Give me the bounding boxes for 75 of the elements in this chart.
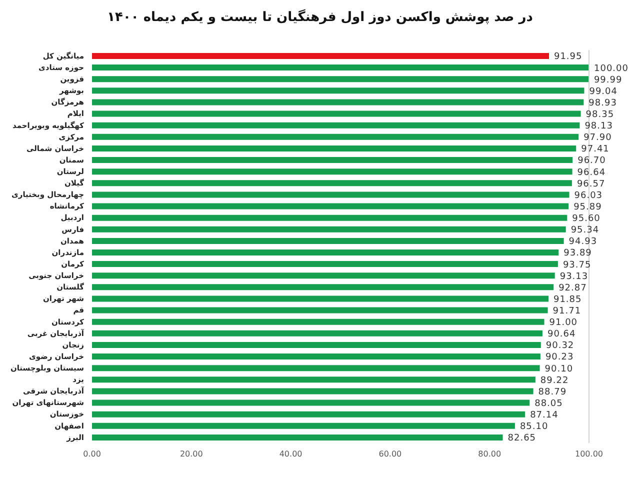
bar xyxy=(92,296,548,302)
bar xyxy=(92,64,589,71)
bar xyxy=(92,318,544,325)
data-label: 95.89 xyxy=(574,202,602,212)
data-label: 91.00 xyxy=(549,318,578,328)
data-label: 91.95 xyxy=(554,52,582,62)
bar xyxy=(92,400,530,406)
data-label: 90.10 xyxy=(544,364,574,374)
x-tick-label: 20.00 xyxy=(180,450,203,459)
data-label: 89.22 xyxy=(540,376,569,386)
data-label: 88.79 xyxy=(538,387,567,398)
data-label: 96.57 xyxy=(576,179,606,190)
bar xyxy=(92,99,584,106)
bar xyxy=(92,168,572,175)
bar xyxy=(92,157,573,164)
bar xyxy=(92,203,569,210)
data-label: 93.89 xyxy=(564,248,592,259)
data-label: 98.13 xyxy=(584,122,613,132)
bar xyxy=(92,354,540,360)
data-label: 93.75 xyxy=(562,260,592,270)
data-label: 99.04 xyxy=(589,86,618,97)
data-label: 85.10 xyxy=(520,422,548,432)
data-label: 87.14 xyxy=(530,410,558,421)
x-tick-label: 40.00 xyxy=(279,450,302,459)
bar xyxy=(92,422,515,429)
data-label: 97.41 xyxy=(581,144,610,155)
x-tick-label: 100.00 xyxy=(575,450,603,459)
bar xyxy=(92,145,576,152)
data-label: 90.64 xyxy=(547,330,576,340)
data-label: 100.00 xyxy=(594,64,628,74)
bar xyxy=(92,250,559,256)
bar xyxy=(92,434,503,440)
bar xyxy=(92,342,541,348)
data-label: 91.71 xyxy=(552,306,582,316)
bar xyxy=(92,365,540,372)
data-label: 95.60 xyxy=(572,214,600,224)
bar xyxy=(92,226,566,232)
data-label: 97.90 xyxy=(584,133,612,144)
x-tick-label: 60.00 xyxy=(378,450,402,459)
data-label: 93.13 xyxy=(560,272,588,282)
data-label: 98.35 xyxy=(586,110,614,120)
bar xyxy=(92,284,554,290)
data-label: 96.70 xyxy=(578,156,606,166)
bar xyxy=(92,411,526,418)
data-label: 92.87 xyxy=(558,283,587,294)
bar xyxy=(92,88,584,94)
bar xyxy=(92,122,580,128)
data-label: 96.64 xyxy=(577,168,606,178)
data-label: 98.93 xyxy=(588,98,617,108)
bar xyxy=(92,180,572,186)
data-label: 96.03 xyxy=(574,190,603,201)
bar xyxy=(92,192,570,198)
bar xyxy=(92,110,581,117)
bar xyxy=(92,388,534,394)
bar xyxy=(92,272,555,279)
data-label: 94.93 xyxy=(568,237,598,248)
bar xyxy=(92,214,568,221)
data-label: 90.23 xyxy=(545,352,574,363)
chart-title: در صد پوشش واکسن دوز اول فرهنگیان تا بیست و یکم دیماه ۱۴۰۰ xyxy=(106,10,534,25)
bar xyxy=(92,53,549,59)
bar xyxy=(92,134,579,140)
bar xyxy=(92,376,536,383)
data-label: 88.05 xyxy=(534,398,563,409)
x-tick-label: 0.00 xyxy=(83,450,101,459)
bar xyxy=(92,330,542,336)
data-label: 91.85 xyxy=(553,294,582,305)
data-label: 95.34 xyxy=(570,226,600,236)
data-label: 82.65 xyxy=(508,434,536,444)
bar xyxy=(92,307,548,314)
data-label: 99.99 xyxy=(594,75,622,86)
x-tick-label: 80.00 xyxy=(478,450,502,459)
bar xyxy=(92,261,558,268)
data-label: 90.32 xyxy=(546,341,574,352)
bar xyxy=(92,76,589,82)
bar xyxy=(92,238,564,244)
